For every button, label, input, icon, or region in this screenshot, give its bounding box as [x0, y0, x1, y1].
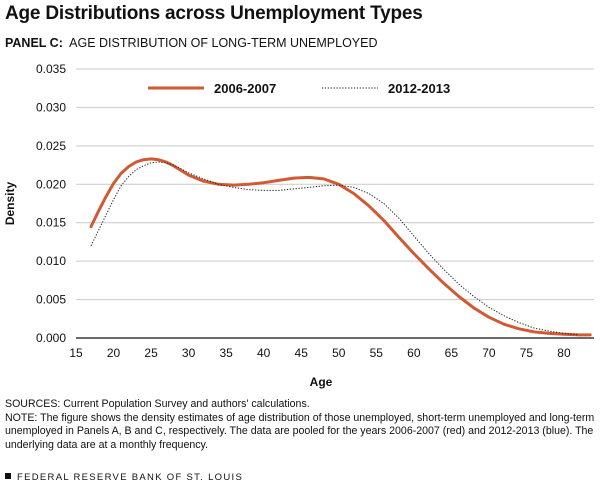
y-tick-label: 0.000 [36, 331, 66, 345]
footer: FEDERAL RESERVE BANK OF ST. LOUIS [5, 472, 243, 483]
legend-label-2012-2013: 2012-2013 [388, 81, 450, 96]
x-tick-label: 40 [257, 346, 271, 360]
series-lines [89, 157, 592, 337]
x-tick-label: 70 [482, 346, 496, 360]
x-tick-label: 50 [332, 346, 346, 360]
chart-title: Age Distributions across Unemployment Ty… [5, 3, 423, 24]
legend: 2006-2007 2012-2013 [148, 81, 450, 96]
y-axis-label: Density [3, 182, 17, 226]
x-tick-label: 20 [107, 346, 121, 360]
x-tick-label: 65 [445, 346, 459, 360]
y-tick-label: 0.025 [36, 139, 66, 153]
x-tick-label: 25 [144, 346, 158, 360]
y-tick-label: 0.020 [36, 177, 66, 191]
x-tick-label: 35 [219, 346, 233, 360]
x-tick-label: 60 [407, 346, 421, 360]
x-tick-label: 75 [520, 346, 534, 360]
notes: SOURCES: Current Population Survey and a… [5, 398, 601, 452]
x-tick-label: 30 [182, 346, 196, 360]
x-axis-ticks: 15 20 25 30 35 40 45 50 55 60 65 70 75 80 [69, 346, 571, 360]
y-tick-label: 0.015 [36, 216, 66, 230]
line-chart: 0.000 0.005 0.010 0.015 0.020 0.025 0.030 0.035… [3, 62, 594, 389]
sources-text: SOURCES: Current Population Survey and a… [5, 398, 310, 410]
series-line-2012-2013 [90, 161, 580, 336]
gridlines [76, 68, 594, 301]
y-tick-label: 0.010 [36, 254, 66, 268]
y-axis-ticks: 0.000 0.005 0.010 0.015 0.020 0.025 0.030 0.035 [36, 62, 66, 345]
y-tick-label: 0.030 [36, 100, 66, 114]
panel-title: PANEL C: AGE DISTRIBUTION OF LONG-TERM U… [5, 36, 378, 50]
x-tick-label: 15 [69, 346, 83, 360]
x-tick-label: 80 [557, 346, 571, 360]
x-axis-label: Age [310, 375, 333, 389]
footer-square-icon [5, 473, 11, 479]
x-tick-label: 55 [370, 346, 384, 360]
panel-subtitle: AGE DISTRIBUTION OF LONG-TERM UNEMPLOYED [69, 36, 378, 50]
legend-label-2006-2007: 2006-2007 [214, 81, 276, 96]
series-line-2006-2007 [89, 157, 592, 337]
y-tick-label: 0.035 [36, 62, 66, 76]
panel-label: PANEL C: [5, 36, 63, 50]
footer-text: FEDERAL RESERVE BANK OF ST. LOUIS [17, 472, 244, 483]
y-tick-label: 0.005 [36, 293, 66, 307]
note-text: NOTE: The figure shows the density estim… [5, 411, 595, 451]
x-tick-label: 45 [295, 346, 309, 360]
